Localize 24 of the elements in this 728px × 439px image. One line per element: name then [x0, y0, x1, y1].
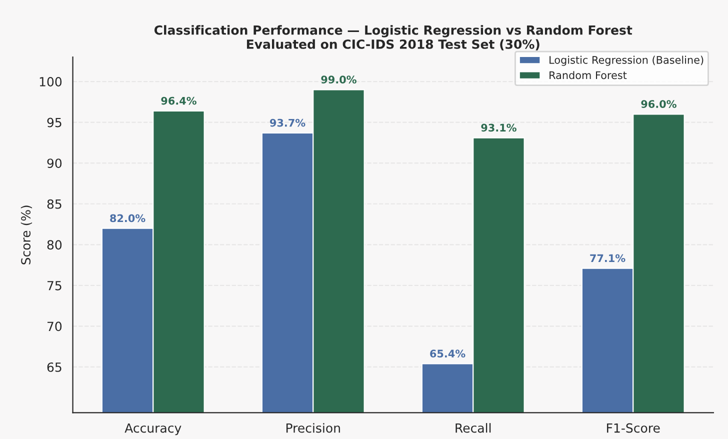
data-label: 77.1%	[590, 254, 626, 262]
data-label: 96.4%	[161, 96, 196, 105]
data-label: 65.4%	[430, 350, 466, 358]
y-tick-label: 95	[47, 118, 62, 128]
data-label: 82.0%	[110, 214, 146, 222]
y-axis-title: Score (%)	[20, 206, 32, 264]
data-label: 93.1%	[481, 124, 516, 132]
x-tick-label: Recall	[456, 423, 491, 433]
y-tick-label: 80	[47, 240, 62, 250]
y-tick-label: 100	[40, 77, 62, 86]
y-tick-label: 85	[47, 199, 62, 209]
legend-label: Logistic Regression (Baseline)	[550, 56, 704, 66]
x-tick-label: Precision	[286, 423, 340, 433]
data-label: 96.0%	[641, 100, 676, 108]
data-label: 93.7%	[270, 118, 306, 127]
chart-title: Classification Performance — Logistic Regression vs Random Forest Evaluated on CIC-IDS 2018 Test Set (30%)	[154, 25, 632, 50]
y-tick-label: 90	[47, 158, 62, 168]
data-label: 99.0%	[321, 76, 356, 84]
y-tick-label: 70	[48, 322, 62, 332]
y-tick-label: 65	[47, 362, 62, 372]
y-tick-label: 75	[48, 281, 62, 290]
x-tick-label: F1-Score	[607, 423, 660, 433]
x-tick-label: Accuracy	[124, 423, 182, 436]
legend-label: Random Forest	[550, 71, 627, 80]
